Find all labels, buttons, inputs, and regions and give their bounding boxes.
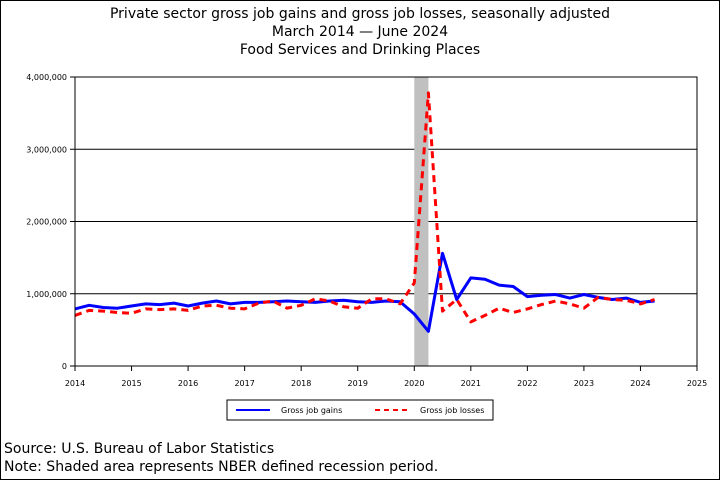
x-tick-label: 2025 [687, 379, 707, 388]
legend: Gross job gains Gross job losses [226, 399, 494, 421]
legend-box [226, 399, 494, 421]
legend-gains-label: Gross job gains [281, 406, 342, 415]
losses-series-line [74, 91, 656, 324]
recession-note: Note: Shaded area represents NBER define… [4, 459, 439, 475]
x-tick-label: 2019 [348, 379, 368, 388]
x-tick-label: 2020 [404, 379, 424, 388]
source-note: Source: U.S. Bureau of Labor Statistics [4, 441, 275, 457]
x-tick-label: 2024 [630, 379, 650, 388]
x-tick-label: 2022 [517, 379, 537, 388]
y-tick-label: 2,000,000 [26, 218, 67, 227]
legend-losses-label: Gross job losses [420, 406, 484, 415]
series-layer [74, 91, 656, 333]
axis-layer: 0 1,000,000 2,000,000 3,000,000 4,000,000 201… [26, 73, 707, 388]
chart-subtitle-period: March 2014 — June 2024 [271, 24, 449, 40]
gains-series-line [74, 251, 655, 333]
y-tick-label: 4,000,000 [26, 73, 67, 82]
x-tick-label: 2023 [574, 379, 594, 388]
chart-title-block: Private sector gross job gains and gross… [0, 5, 720, 59]
x-tick-label: 2014 [65, 379, 85, 388]
y-tick-label: 3,000,000 [26, 145, 67, 154]
y-tick-label: 0 [62, 362, 67, 371]
x-tick-label: 2018 [291, 379, 311, 388]
x-tick-label: 2015 [121, 379, 141, 388]
x-tick-label: 2016 [178, 379, 198, 388]
y-tick-label: 1,000,000 [26, 290, 67, 299]
x-tick-label: 2021 [461, 379, 481, 388]
grid-layer [75, 76, 697, 295]
x-tick-label: 2017 [234, 379, 254, 388]
chart-subtitle-industry: Food Services and Drinking Places [239, 42, 481, 58]
chart-title: Private sector gross job gains and gross… [109, 6, 611, 22]
